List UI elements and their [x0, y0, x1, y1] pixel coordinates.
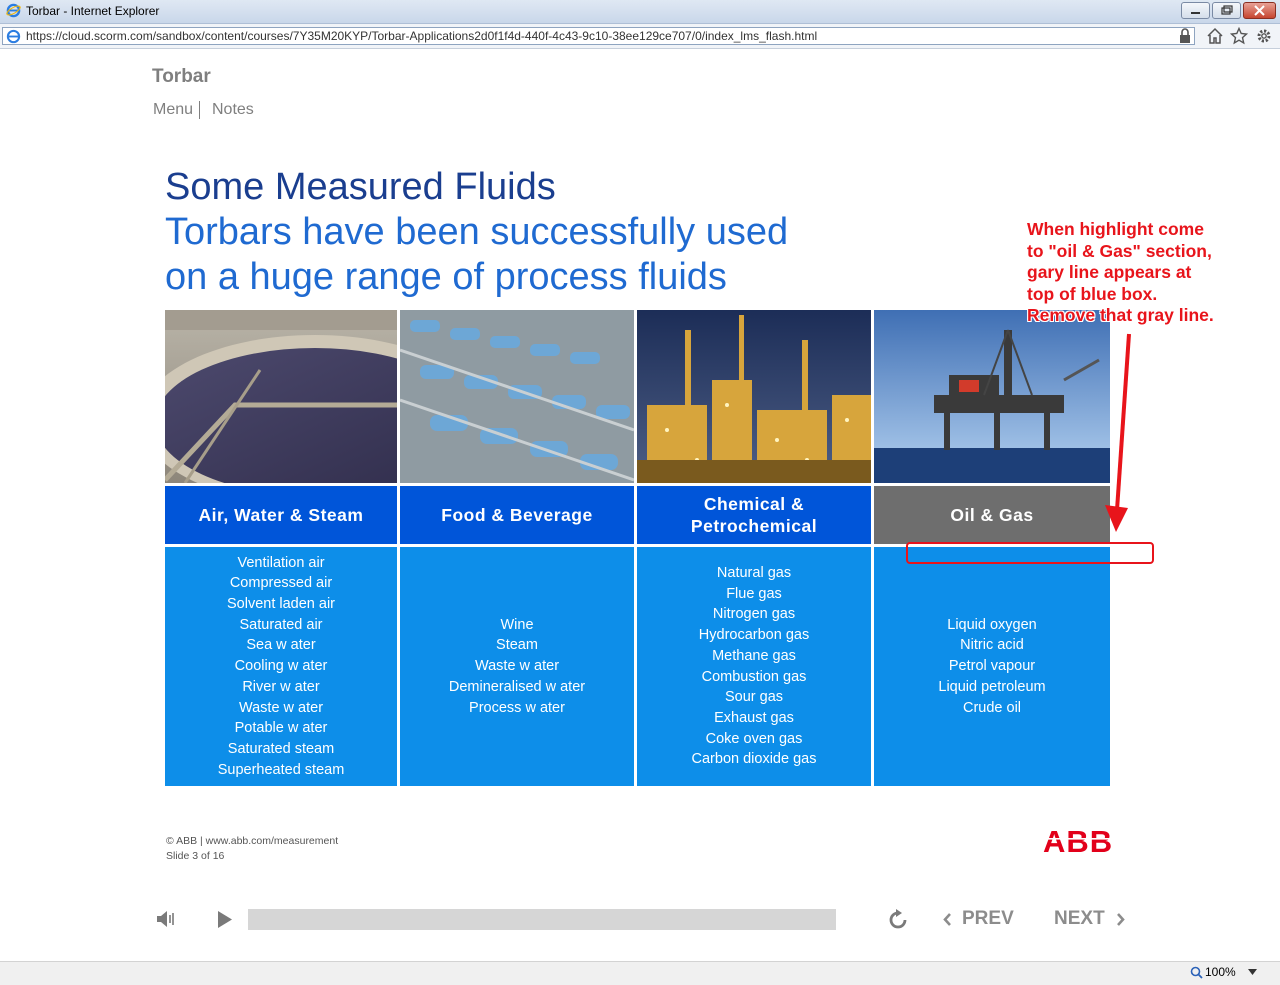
fluid-list-item: Sea w ater	[246, 637, 316, 654]
home-icon[interactable]	[1206, 27, 1224, 45]
fluid-list-item: Ventilation air	[237, 554, 325, 571]
close-button[interactable]	[1243, 2, 1276, 19]
footer-copyright: © ABB | www.abb.com/measurement	[166, 835, 339, 847]
fluid-list-item: Liquid oxygen	[947, 616, 1037, 633]
review-annotation-text: When highlight come to "oil & Gas" sectio…	[1027, 219, 1214, 327]
fluid-list-item: Process w ater	[469, 699, 565, 716]
slide-title: Some Measured Fluids	[165, 166, 556, 208]
fluid-list-item: Compressed air	[229, 575, 333, 592]
fluid-list-item: Demineralised w ater	[448, 678, 586, 695]
fluid-list-item: Coke oven gas	[705, 730, 803, 747]
zoom-icon[interactable]	[1190, 966, 1203, 979]
water-treatment-photo	[165, 310, 397, 483]
fluid-list-air-water-steam: Ventilation air Compressed air Solvent lad…	[165, 547, 397, 786]
minimize-icon	[1191, 12, 1200, 14]
annotation-highlight-box	[906, 542, 1154, 564]
menu-link[interactable]: Menu	[153, 101, 194, 118]
fluid-list-item: Combustion gas	[701, 668, 807, 685]
fluid-list-item: Methane gas	[712, 647, 796, 664]
fluid-list-item: Waste w ater	[474, 658, 560, 675]
fluid-list-item: Solvent laden air	[226, 596, 335, 613]
fluid-list-item: Carbon dioxide gas	[691, 751, 817, 768]
progress-bar[interactable]	[248, 909, 836, 930]
annotation-line: When highlight come	[1027, 219, 1204, 239]
annotation-arrow-icon	[1105, 333, 1131, 532]
course-title: Torbar	[152, 66, 211, 87]
fluid-list-item: Steam	[496, 637, 538, 654]
fluid-list-item: River w ater	[242, 678, 320, 695]
fluid-list-item: Waste w ater	[238, 699, 324, 716]
column-header-oil-gas[interactable]: Oil & Gas	[874, 486, 1110, 544]
abb-logo: ABB	[1043, 825, 1113, 855]
fluid-list-item: Nitrogen gas	[712, 606, 796, 623]
window-title: Torbar - Internet Explorer	[26, 4, 160, 18]
column-header-label: Food & Beverage	[441, 505, 593, 525]
chevron-right-icon[interactable]	[1116, 912, 1126, 927]
chevron-left-icon[interactable]	[942, 912, 952, 927]
column-header-air-water-steam[interactable]: Air, Water & Steam	[165, 486, 397, 544]
fluid-list-item: Liquid petroleum	[938, 678, 1046, 695]
fluid-list-item: Sour gas	[724, 689, 784, 706]
petrochemical-plant-photo	[637, 310, 871, 483]
notes-link[interactable]: Notes	[212, 101, 254, 118]
settings-gear-icon[interactable]	[1255, 27, 1273, 45]
address-field[interactable]	[2, 27, 1195, 45]
fluid-list-item: Crude oil	[962, 699, 1022, 716]
fluid-list-item: Saturated air	[239, 616, 323, 633]
column-header-food-beverage[interactable]: Food & Beverage	[400, 486, 634, 544]
fluid-list-item: Wine	[500, 616, 534, 633]
play-icon[interactable]	[216, 910, 234, 929]
column-header-label-line-1: Chemical &	[703, 494, 805, 514]
fluid-list-item: Flue gas	[726, 585, 782, 602]
annotation-line: gary line appears at	[1027, 262, 1192, 282]
restore-button[interactable]	[1212, 2, 1241, 19]
column-header-label: Air, Water & Steam	[198, 505, 364, 525]
menu-divider	[199, 101, 200, 119]
fluid-list-item: Cooling w ater	[234, 658, 328, 675]
fluid-list-item: Exhaust gas	[714, 709, 794, 726]
next-button[interactable]: NEXT	[1054, 908, 1105, 929]
url-text[interactable]: https://cloud.scorm.com/sandbox/content/…	[26, 29, 818, 43]
minimize-button[interactable]	[1181, 2, 1210, 19]
prev-button[interactable]: PREV	[962, 908, 1014, 929]
slide-subtitle-line-2: on a huge range of process fluids	[165, 256, 727, 298]
internet-explorer-icon	[6, 3, 21, 18]
annotation-line: Remove that gray line.	[1027, 305, 1214, 325]
svg-text:ABB: ABB	[1043, 825, 1113, 855]
fluid-list-chemical-petrochemical: Natural gas Flue gas Nitrogen gas Hydrocarb…	[637, 547, 871, 786]
fluid-list-item: Potable w ater	[234, 720, 328, 737]
fluid-list-oil-gas: Liquid oxygen Nitric acid Petrol vapour Liq…	[874, 547, 1110, 786]
slide-subtitle-line-1: Torbars have been successfully used	[165, 211, 789, 253]
offshore-oil-rig-photo	[874, 310, 1110, 483]
lock-icon[interactable]	[1178, 28, 1192, 44]
chevron-down-icon[interactable]	[1248, 969, 1257, 975]
zoom-level[interactable]: 100%	[1205, 965, 1236, 979]
favorites-star-icon[interactable]	[1230, 27, 1248, 45]
bottling-line-photo	[400, 310, 634, 483]
annotation-line: to "oil & Gas" section,	[1027, 240, 1212, 261]
fluid-list-item: Saturated steam	[227, 740, 335, 757]
column-header-label: Oil & Gas	[950, 505, 1034, 525]
fluid-list-item: Superheated steam	[217, 761, 345, 778]
column-header-label-line-2: Petrochemical	[690, 516, 818, 536]
volume-icon[interactable]	[155, 909, 177, 929]
replay-icon[interactable]	[886, 908, 910, 932]
close-icon	[1254, 5, 1265, 16]
fluid-list-item: Petrol vapour	[948, 658, 1036, 675]
annotation-line: top of blue box.	[1027, 283, 1158, 304]
fluid-list-item: Natural gas	[716, 564, 792, 581]
fluid-list-item: Nitric acid	[960, 637, 1024, 654]
fluid-list-item: Hydrocarbon gas	[698, 627, 810, 644]
footer-slide-number: Slide 3 of 16	[166, 850, 225, 862]
status-bar	[0, 961, 1280, 985]
window-titlebar	[0, 0, 1280, 24]
column-header-chemical-petrochemical[interactable]: Chemical & Petrochemical	[637, 486, 871, 544]
fluid-list-food-beverage: Wine Steam Waste w ater Demineralised w ate…	[400, 547, 634, 786]
page-icon	[6, 29, 21, 44]
restore-icon	[1221, 5, 1233, 15]
